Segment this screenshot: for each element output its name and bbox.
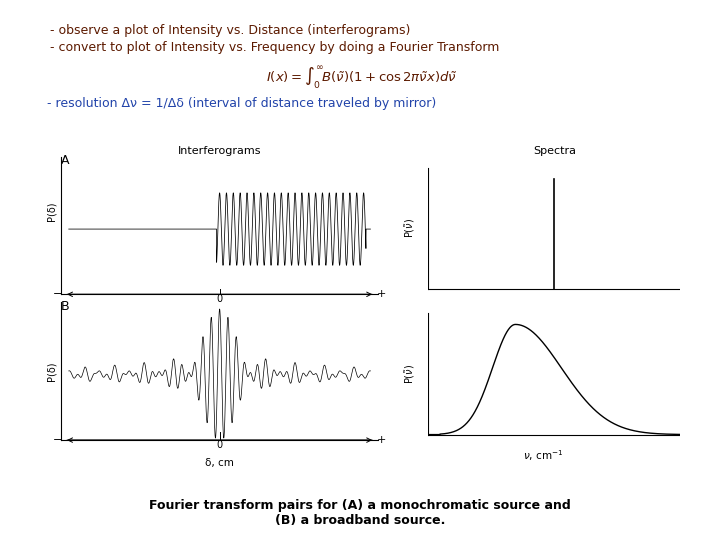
Text: δ, cm: δ, cm bbox=[205, 305, 234, 315]
Text: +: + bbox=[377, 289, 386, 299]
Text: - convert to plot of Intensity vs. Frequency by doing a Fourier Transform: - convert to plot of Intensity vs. Frequ… bbox=[50, 40, 500, 53]
Text: $\nu$, cm$^{-1}$: $\nu$, cm$^{-1}$ bbox=[523, 448, 563, 463]
Text: A: A bbox=[61, 154, 70, 167]
Text: −: − bbox=[53, 435, 63, 445]
Text: - resolution Δν = 1/Δδ (interval of distance traveled by mirror): - resolution Δν = 1/Δδ (interval of dist… bbox=[47, 97, 436, 110]
Text: B: B bbox=[61, 300, 70, 313]
Title: Interferograms: Interferograms bbox=[178, 146, 261, 156]
Text: P($\tilde{\nu}$): P($\tilde{\nu}$) bbox=[403, 218, 417, 238]
Text: $I(x)=\int_0^{\infty}\!B(\tilde{\nu})(1+\cos 2\pi\tilde{\nu}x)d\tilde{\nu}$: $I(x)=\int_0^{\infty}\!B(\tilde{\nu})(1+… bbox=[266, 65, 457, 92]
Text: $\bar{\nu}$, cm$^{-1}$: $\bar{\nu}$, cm$^{-1}$ bbox=[523, 302, 563, 317]
Text: P($\tilde{\nu}$): P($\tilde{\nu}$) bbox=[403, 364, 417, 384]
Text: −: − bbox=[53, 289, 63, 299]
Text: Fourier transform pairs for (A) a monochromatic source and: Fourier transform pairs for (A) a monoch… bbox=[149, 500, 571, 512]
Title: Spectra: Spectra bbox=[533, 146, 576, 156]
Text: P(δ): P(δ) bbox=[47, 361, 57, 381]
Text: P(δ): P(δ) bbox=[47, 201, 57, 221]
Text: 0: 0 bbox=[217, 440, 222, 450]
Text: 0: 0 bbox=[217, 294, 222, 305]
Text: δ, cm: δ, cm bbox=[205, 458, 234, 469]
Text: (B) a broadband source.: (B) a broadband source. bbox=[275, 514, 445, 527]
Text: - observe a plot of Intensity vs. Distance (interferograms): - observe a plot of Intensity vs. Distan… bbox=[50, 24, 411, 37]
Text: +: + bbox=[377, 435, 386, 445]
